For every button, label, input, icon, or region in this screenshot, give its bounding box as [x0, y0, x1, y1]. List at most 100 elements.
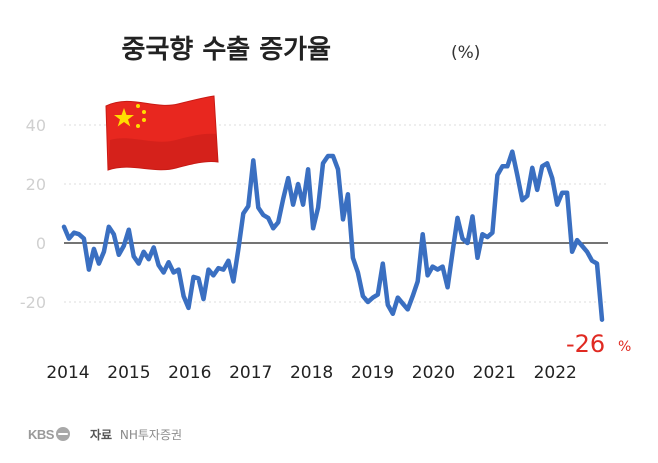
data-point: [536, 189, 538, 191]
data-point: [168, 261, 170, 263]
data-point: [586, 251, 588, 253]
series-path: [61, 149, 605, 322]
chart-title: 중국향 수출 증가율: [122, 35, 331, 65]
data-point: [128, 229, 130, 231]
data-point: [521, 199, 523, 201]
data-point: [342, 218, 344, 220]
data-point: [397, 297, 399, 299]
data-point: [103, 251, 105, 253]
kbs-logo: KBS: [28, 427, 70, 442]
data-point: [367, 301, 369, 303]
data-point: [566, 192, 568, 194]
data-point: [153, 246, 155, 248]
data-point: [601, 319, 603, 321]
data-point: [581, 245, 583, 247]
data-point: [272, 227, 274, 229]
data-point: [113, 233, 115, 235]
data-point: [412, 295, 414, 297]
data-point: [347, 193, 349, 195]
data-point: [63, 226, 65, 228]
data-point: [262, 214, 264, 216]
data-point: [481, 233, 483, 235]
data-point: [297, 183, 299, 185]
data-point: [327, 155, 329, 157]
data-point: [217, 267, 219, 269]
data-point: [178, 269, 180, 271]
data-point: [197, 277, 200, 279]
data-point: [143, 251, 145, 253]
footer: KBS 자료 NH투자증권: [28, 424, 182, 444]
data-point: [496, 174, 498, 176]
data-point: [546, 162, 548, 164]
data-point: [257, 207, 259, 209]
data-point: [227, 260, 229, 262]
data-point: [108, 226, 110, 228]
kbs-logo-mark-icon: [55, 427, 70, 441]
data-point: [247, 205, 249, 207]
y-tick-label: 40: [26, 116, 46, 135]
data-point: [387, 304, 389, 306]
x-tick-label: 2016: [168, 363, 211, 383]
data-point: [277, 221, 279, 223]
data-point: [422, 233, 424, 235]
data-point: [591, 260, 593, 262]
x-axis-ticks: 2014 2015 2016 2017 2018 2019 2020 2021 2022: [46, 363, 576, 383]
source-text: NH투자증권: [119, 427, 183, 442]
y-tick-label: 20: [26, 175, 46, 194]
data-point: [427, 274, 429, 276]
data-point: [501, 165, 503, 167]
data-point: [252, 159, 254, 161]
data-point: [93, 248, 95, 250]
data-point: [187, 307, 190, 309]
data-point: [138, 263, 140, 265]
data-point: [123, 245, 125, 247]
data-point: [526, 195, 528, 197]
data-point: [456, 217, 459, 219]
data-point: [78, 233, 80, 235]
data-point: [437, 269, 439, 271]
china-flag-icon: [105, 95, 219, 171]
data-point: [292, 204, 294, 206]
data-point: [222, 269, 224, 271]
x-tick-label: 2020: [412, 363, 455, 383]
x-tick-label: 2021: [473, 363, 516, 383]
data-point: [148, 258, 150, 260]
data-point: [173, 271, 175, 274]
data-point: [442, 266, 444, 268]
data-point: [68, 238, 70, 240]
data-point: [352, 257, 354, 259]
data-point: [332, 155, 334, 157]
data-point: [516, 174, 518, 176]
data-point: [476, 257, 479, 259]
chart-title-unit: (%): [451, 43, 480, 63]
kbs-logo-text: KBS: [28, 426, 54, 442]
x-tick-label: 2015: [107, 363, 150, 383]
data-point: [407, 308, 409, 310]
data-point: [432, 266, 434, 268]
data-point: [212, 274, 214, 276]
data-point: [312, 227, 314, 229]
data-point: [541, 165, 543, 167]
data-point: [282, 198, 284, 200]
data-point: [596, 263, 598, 265]
data-point: [287, 177, 289, 179]
data-point: [452, 251, 454, 253]
data-point: [337, 168, 339, 170]
data-point: [207, 269, 210, 271]
data-point: [237, 248, 239, 250]
data-point: [506, 165, 508, 167]
data-point: [486, 236, 488, 238]
data-point: [163, 271, 165, 274]
data-point: [183, 295, 185, 297]
data-point: [362, 295, 364, 297]
data-point: [556, 204, 558, 206]
data-point: [322, 162, 324, 164]
data-point: [392, 313, 394, 315]
data-point: [232, 280, 234, 282]
data-point: [73, 232, 75, 234]
data-point: [357, 271, 359, 274]
series-line: [61, 149, 605, 322]
data-point: [471, 215, 474, 217]
data-point: [447, 286, 449, 288]
data-point: [83, 238, 85, 240]
